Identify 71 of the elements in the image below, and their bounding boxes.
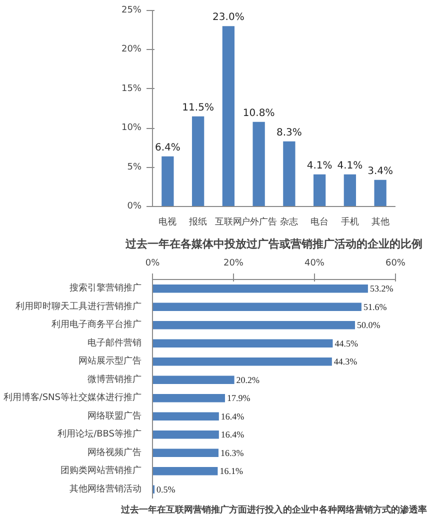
bar <box>374 180 386 206</box>
x-tick-label: 其他 <box>371 216 390 228</box>
y-tick-label: 15% <box>121 84 142 94</box>
y-tick-label: 利用博客/SNS等社交媒体进行推广 <box>3 392 142 404</box>
data-label: 20.2% <box>236 374 260 385</box>
y-tick-label: 电子邮件营销 <box>88 337 142 348</box>
bar <box>152 376 234 384</box>
data-label: 16.4% <box>220 411 245 422</box>
y-tick-label: 25% <box>121 6 142 16</box>
bar <box>152 302 362 311</box>
x-tick-label: 户外广告 <box>240 216 277 228</box>
bar <box>152 394 225 402</box>
data-label: 44.3% <box>334 356 358 367</box>
bar <box>192 116 204 206</box>
y-tick-label: 网站展示型广告 <box>78 356 142 367</box>
y-tick-label: 团购类网站营销推广 <box>60 465 142 476</box>
bar <box>283 141 296 206</box>
x-tick-label: 报纸 <box>188 216 208 228</box>
x-tick-label: 电台 <box>310 216 329 228</box>
x-tick-label: 20% <box>224 258 244 268</box>
x-tick-label: 杂志 <box>280 216 298 228</box>
data-label: 3.4% <box>368 166 394 177</box>
data-label: 10.8% <box>242 108 275 119</box>
y-tick-label: 微博营销推广 <box>88 374 142 385</box>
bar <box>152 412 219 420</box>
bar <box>152 339 333 348</box>
data-label: 11.5% <box>182 102 214 114</box>
bar <box>313 174 326 206</box>
data-label: 44.5% <box>334 338 358 348</box>
data-label: 4.1% <box>306 160 332 172</box>
x-tick-label: 0% <box>145 258 160 268</box>
bar <box>152 358 332 366</box>
x-tick-label: 60% <box>386 258 406 268</box>
bar <box>152 430 219 439</box>
y-tick-label: 利用即时聊天工具进行营销推广 <box>16 300 142 312</box>
data-label: 16.3% <box>220 448 244 458</box>
data-label: 53.2% <box>370 284 394 294</box>
data-label: 16.4% <box>220 430 245 440</box>
text: 过去一年在互联网营销推广方面进行投入的企业中各种网络营销方式的渗透率 <box>120 504 427 516</box>
bar <box>152 467 218 476</box>
y-tick-label: 5% <box>127 162 142 172</box>
bar <box>162 156 174 206</box>
data-label: 0.5% <box>156 484 176 494</box>
y-tick-label: 20% <box>121 44 142 55</box>
y-tick-label: 其他网络营销活动 <box>70 483 142 494</box>
y-tick-label: 10% <box>121 123 142 134</box>
y-tick-label: 网络视频广告 <box>88 446 142 458</box>
x-tick-label: 手机 <box>340 216 359 228</box>
text: 过去一年在各媒体中投放过广告或营销推广活动的企业的比例 <box>124 238 422 250</box>
y-tick-label: 网络联盟广告 <box>88 410 142 422</box>
y-tick-label: 0% <box>127 202 142 212</box>
x-tick-label: 40% <box>304 258 325 268</box>
data-label: 4.1% <box>337 160 363 172</box>
bar <box>222 26 235 206</box>
data-label: 50.0% <box>357 320 381 330</box>
x-tick-label: 电视 <box>158 216 177 228</box>
y-tick-label: 搜索引擎营销推广 <box>70 282 142 294</box>
data-label: 8.3% <box>276 127 302 138</box>
bar <box>152 321 355 330</box>
bar <box>152 284 368 293</box>
data-label: 51.6% <box>363 302 388 312</box>
data-label: 17.9% <box>226 393 251 404</box>
x-tick-label: 互联网 <box>214 216 242 228</box>
bar <box>252 122 265 206</box>
bar <box>152 448 219 457</box>
y-tick-label: 利用论坛/BBS等推广 <box>58 428 142 440</box>
data-label: 6.4% <box>154 142 180 154</box>
data-label: 16.1% <box>220 466 244 476</box>
data-label: 23.0% <box>212 12 244 24</box>
bar <box>344 174 356 206</box>
y-tick-label: 利用电子商务平台推广 <box>52 319 142 330</box>
